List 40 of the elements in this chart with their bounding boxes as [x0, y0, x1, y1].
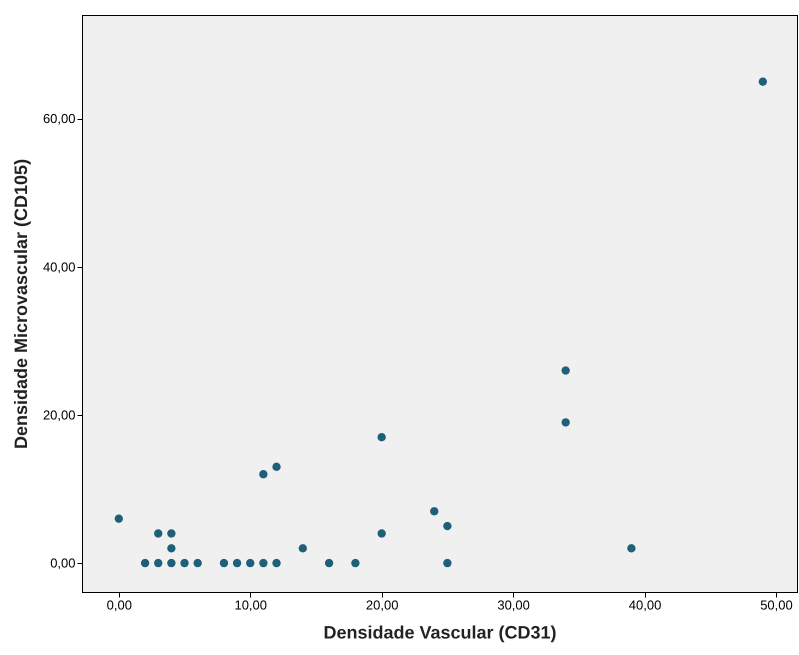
- point: [758, 77, 768, 86]
- point: [272, 558, 281, 568]
- point: [167, 529, 176, 538]
- point: [220, 558, 228, 568]
- y-axis-title: Densidade Microvascular (CD105): [10, 158, 31, 450]
- point: [272, 462, 281, 471]
- x-tick-label: 50,00: [760, 598, 793, 612]
- point: [167, 558, 176, 568]
- point: [561, 366, 570, 375]
- x-tick-label: 40,00: [628, 598, 662, 612]
- x-tick-label: 10,00: [234, 598, 268, 612]
- point: [154, 558, 162, 568]
- point: [193, 558, 202, 568]
- y-tick-label: 60,00: [42, 111, 76, 126]
- y-tick-label: 20,00: [42, 407, 76, 422]
- point: [259, 558, 268, 568]
- point: [259, 470, 268, 478]
- point: [246, 558, 254, 568]
- point: [140, 558, 150, 568]
- point: [154, 529, 162, 538]
- point: [114, 514, 123, 523]
- x-tick-label: 30,00: [497, 598, 530, 612]
- point: [430, 507, 438, 516]
- point: [180, 558, 189, 568]
- point: [298, 544, 307, 552]
- x-tick-label: 20,00: [366, 598, 398, 612]
- point: [232, 558, 242, 568]
- point: [377, 433, 386, 442]
- point: [443, 522, 452, 530]
- point: [377, 529, 386, 538]
- point: [561, 418, 570, 427]
- point: [167, 544, 176, 552]
- y-tick-label: 40,00: [42, 259, 76, 274]
- point: [324, 558, 334, 568]
- x-tick-label: 0,00: [106, 598, 132, 612]
- point: [627, 544, 636, 552]
- point: [351, 558, 360, 568]
- y-tick-label: 0,00: [50, 556, 76, 571]
- point: [443, 558, 452, 568]
- x-axis-title: Densidade Vascular (CD31): [323, 622, 557, 642]
